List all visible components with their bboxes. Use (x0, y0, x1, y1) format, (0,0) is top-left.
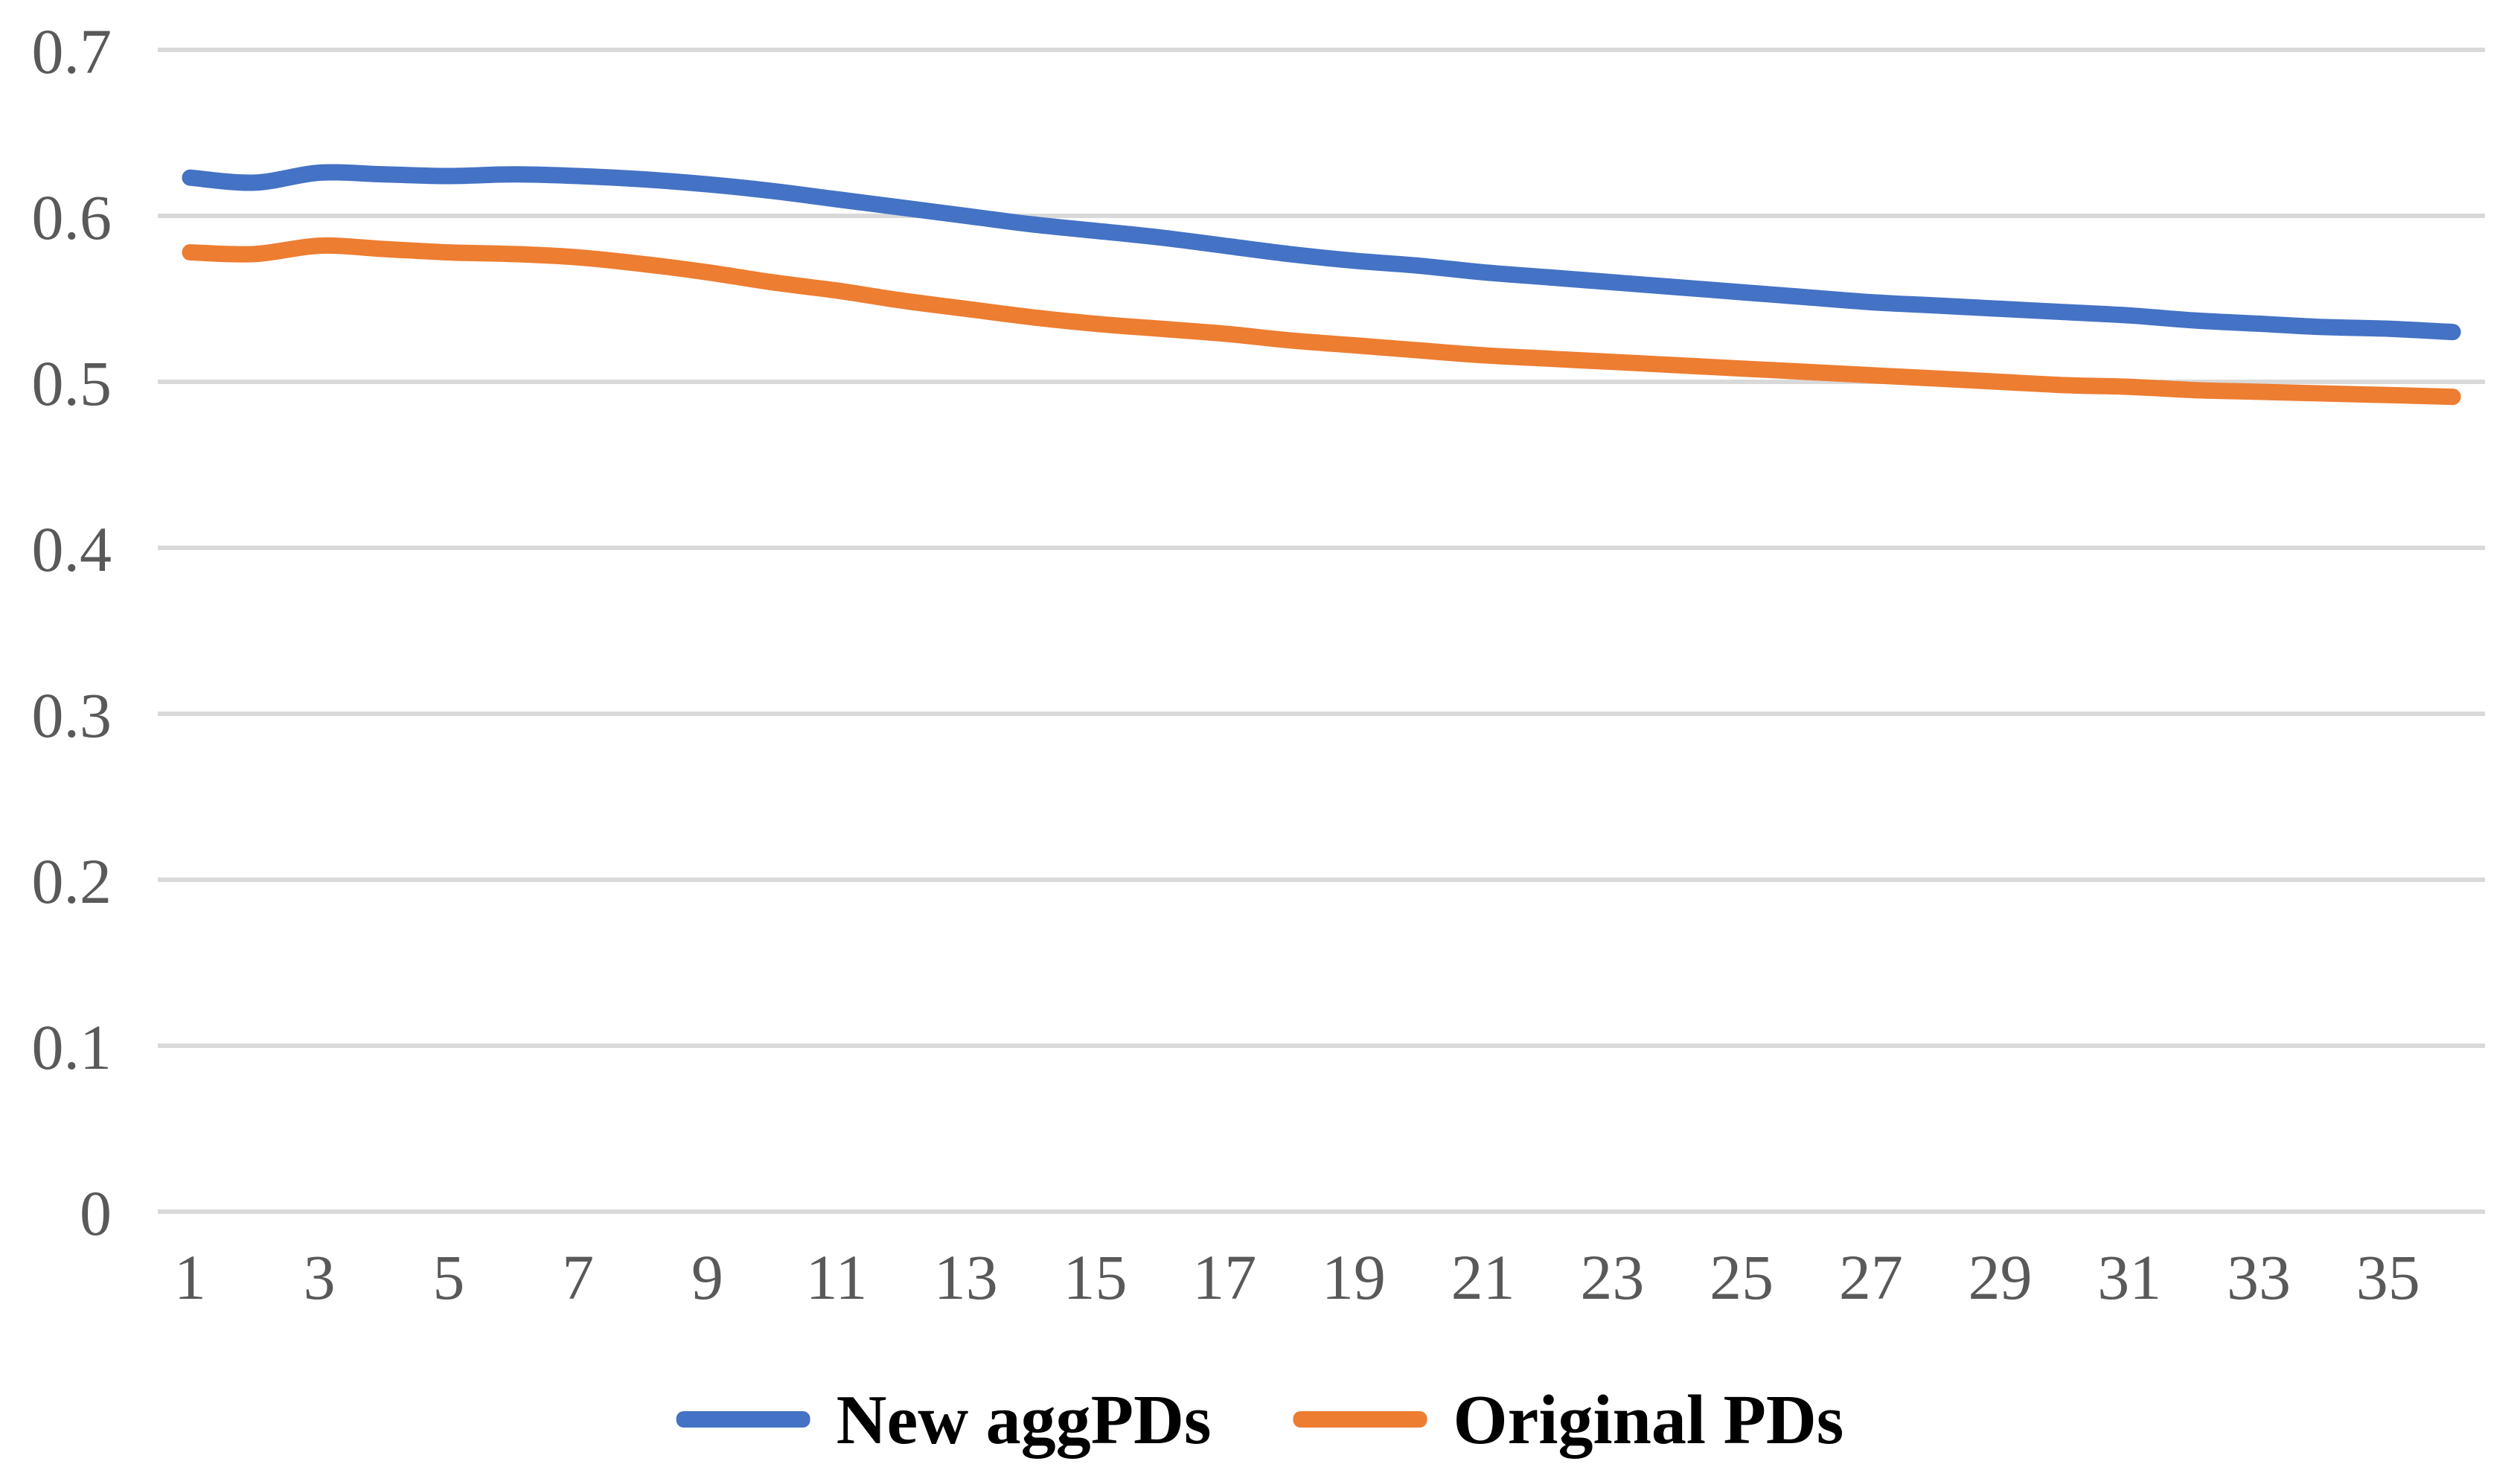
y-axis-tick-label: 0.4 (32, 514, 112, 585)
x-axis-tick-label: 17 (1192, 1241, 1256, 1313)
x-axis-tick-label: 25 (1710, 1241, 1774, 1313)
gridlines-group (158, 48, 2485, 1214)
x-axis-tick-label: 5 (432, 1241, 464, 1313)
x-axis-tick-label: 23 (1580, 1241, 1644, 1313)
x-axis-tick-label: 31 (2097, 1241, 2161, 1313)
x-axis-tick-label: 19 (1322, 1241, 1386, 1313)
legend-swatch-new-aggpds (676, 1411, 810, 1428)
y-axis-tick-label: 0 (80, 1177, 112, 1249)
legend: New aggPDs Original PDs (676, 1381, 1844, 1459)
y-axis-tick-label: 0.7 (32, 16, 112, 87)
x-axis-tick-label: 13 (934, 1241, 998, 1313)
x-axis-tick-label: 7 (562, 1241, 594, 1313)
x-axis-tick-label: 33 (2227, 1241, 2291, 1313)
x-axis-tick-label: 27 (1839, 1241, 1903, 1313)
x-axis-tick-label: 35 (2356, 1241, 2420, 1313)
series-line-original-pds (182, 237, 2461, 406)
legend-label-new-aggpds: New aggPDs (837, 1381, 1212, 1459)
y-axis-tick-label: 0.5 (32, 348, 112, 419)
x-axis-labels-group: 1 3 5 7 9 11 13 15 17 19 21 23 25 27 29 31 33 35 (174, 1241, 2420, 1313)
series-line-new-aggpds (182, 164, 2461, 341)
y-axis-tick-label: 0.2 (32, 846, 112, 917)
x-axis-tick-label: 3 (304, 1241, 336, 1313)
series-lines-group (182, 164, 2461, 406)
legend-swatch-original-pds (1293, 1411, 1427, 1428)
legend-label-original-pds: Original PDs (1454, 1381, 1844, 1459)
y-axis-tick-label: 0.1 (32, 1011, 112, 1083)
x-axis-tick-label: 11 (806, 1241, 868, 1313)
x-axis-tick-label: 1 (174, 1241, 206, 1313)
y-axis-tick-label: 0.6 (32, 182, 112, 253)
y-axis-tick-label: 0.3 (32, 680, 112, 751)
x-axis-tick-label: 29 (1969, 1241, 2033, 1313)
y-axis-labels-group: 0 0.1 0.2 0.3 0.4 0.5 0.6 0.7 (32, 16, 112, 1249)
x-axis-tick-label: 21 (1451, 1241, 1515, 1313)
x-axis-tick-label: 9 (691, 1241, 723, 1313)
x-axis-tick-label: 15 (1063, 1241, 1127, 1313)
